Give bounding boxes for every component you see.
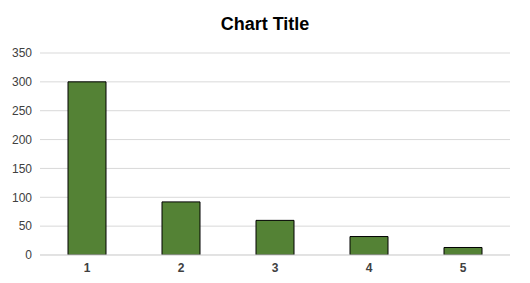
svg-text:100: 100	[12, 191, 32, 205]
svg-text:5: 5	[460, 261, 467, 275]
svg-text:300: 300	[12, 75, 32, 89]
svg-text:50: 50	[19, 219, 33, 233]
svg-text:250: 250	[12, 104, 32, 118]
svg-text:200: 200	[12, 133, 32, 147]
svg-text:350: 350	[12, 46, 32, 60]
svg-text:1: 1	[84, 261, 91, 275]
svg-text:3: 3	[272, 261, 279, 275]
svg-text:4: 4	[366, 261, 373, 275]
svg-text:2: 2	[178, 261, 185, 275]
svg-text:0: 0	[25, 248, 32, 262]
html-text:Chart Title: Chart Title	[220, 14, 310, 34]
svg-text:150: 150	[12, 162, 32, 176]
